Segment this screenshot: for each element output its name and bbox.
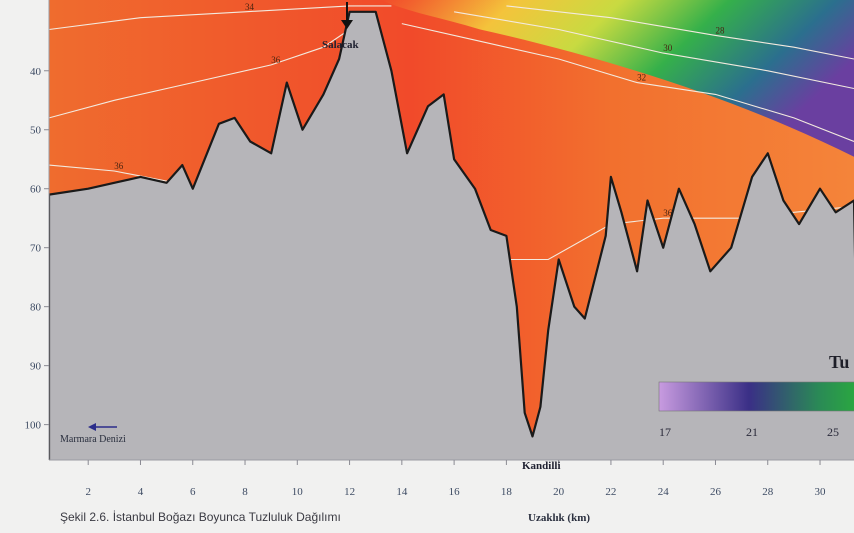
colorbar-tick-label: 21 [746, 425, 758, 439]
contour-line [454, 11, 854, 90]
salacak-marker [341, 2, 353, 29]
marmara-arrow-icon [88, 423, 117, 431]
y-tick-label: 80 [30, 302, 42, 314]
marmara-label: Marmara Denizi [60, 434, 126, 445]
contour-line [401, 23, 854, 143]
x-tick-label: 16 [449, 486, 461, 498]
x-tick-label: 20 [553, 486, 565, 498]
x-tick-label: 26 [710, 486, 722, 498]
x-axis-label: Uzaklık (km) [528, 512, 590, 524]
contour-line [49, 29, 350, 119]
x-tick-label: 24 [658, 486, 670, 498]
x-tick-label: 22 [605, 486, 616, 498]
x-tick-label: 8 [242, 486, 248, 498]
colorbar [658, 381, 854, 412]
contour-label: 36 [114, 161, 124, 171]
colorbar-tick-label: 17 [659, 425, 671, 439]
x-tick-label: 6 [190, 486, 196, 498]
seabed-profile [49, 10, 854, 460]
x-axis-ticks: 2 4 6 8 10 12 14 16 18 20 22 24 26 28 30 [85, 460, 826, 498]
x-tick-label: 14 [396, 486, 408, 498]
contour-line [506, 5, 854, 60]
colorbar-title: Tu [829, 352, 849, 372]
y-tick-label: 50 [30, 125, 42, 137]
y-tick-label: 70 [30, 243, 42, 255]
contour-line [49, 5, 392, 31]
contour-label: 36 [663, 208, 673, 218]
contour-label: 28 [716, 25, 726, 35]
contour-label: 32 [637, 73, 646, 83]
contour-lines: 34 36 36 36 32 30 28 [49, 2, 854, 261]
contour-label: 36 [271, 55, 281, 65]
contour-label: 34 [245, 2, 255, 12]
x-tick-label: 2 [85, 486, 91, 498]
x-tick-label: 30 [815, 486, 827, 498]
colorbar-tick-label: 25 [827, 425, 839, 439]
x-tick-label: 18 [501, 486, 513, 498]
salacak-label: Salacak [322, 39, 360, 51]
x-tick-label: 10 [292, 486, 304, 498]
x-tick-label: 4 [138, 486, 144, 498]
x-tick-label: 12 [344, 486, 355, 498]
contour-label: 30 [663, 43, 673, 53]
y-tick-label: 40 [30, 66, 42, 78]
low-salinity-surface-layer [380, 0, 854, 157]
y-tick-label: 90 [30, 361, 42, 373]
y-tick-label: 100 [25, 420, 42, 432]
colorbar-ticks: 17 21 25 [659, 425, 839, 439]
x-tick-label: 28 [762, 486, 774, 498]
y-axis-ticks: 40 50 60 70 80 90 100 [25, 66, 49, 432]
kandilli-label: Kandilli [522, 460, 561, 472]
y-tick-label: 60 [30, 184, 42, 196]
figure-caption: Şekil 2.6. İstanbul Boğazı Boyunca Tuzlu… [60, 510, 341, 524]
